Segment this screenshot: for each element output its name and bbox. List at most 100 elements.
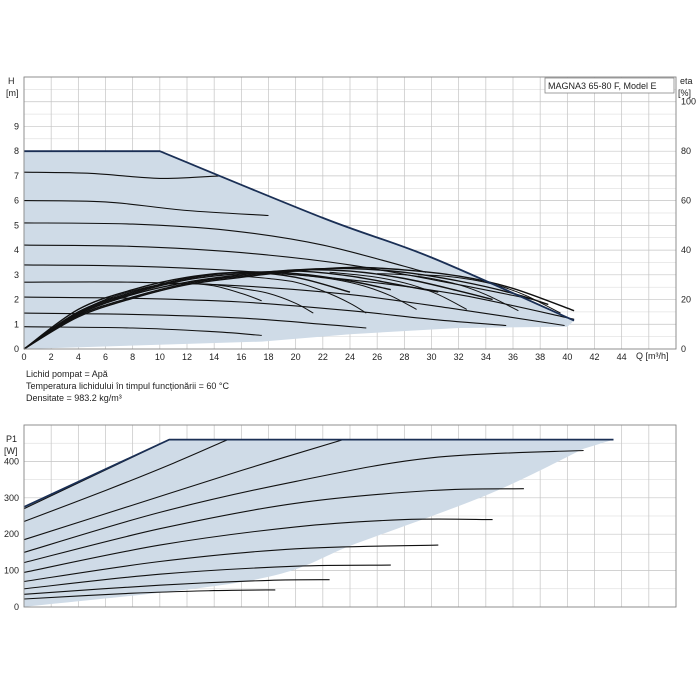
head-x-tick-label: 16 — [236, 352, 246, 362]
head-speed-curve — [23, 312, 367, 329]
head-x-tick-label: 44 — [617, 352, 627, 362]
model-legend: MAGNA3 65-80 F, Model E — [548, 81, 657, 91]
efficiency-curve — [23, 267, 549, 350]
power-speed-curve — [23, 564, 391, 590]
head-speed-curve — [23, 171, 220, 179]
efficiency-curve — [23, 270, 439, 350]
head-y-ticks: 0 1 2 3 4 5 6 7 8 9 — [14, 121, 19, 354]
head-y-tick-label: 4 — [14, 245, 19, 255]
head-x-tick-label: 14 — [209, 352, 219, 362]
head-speed-curve — [23, 200, 269, 217]
head-y-tick-label: 7 — [14, 171, 19, 181]
power-speed-curve — [23, 589, 276, 600]
efficiency-curve — [23, 268, 493, 350]
head-x-tick-label: 26 — [372, 352, 382, 362]
power-max-curve — [23, 438, 614, 508]
power-speed-curve — [23, 439, 344, 541]
head-system-curve — [193, 283, 314, 314]
head-y-tick-label: 1 — [14, 319, 19, 329]
head-chart: 0 2 4 6 8 10 12 14 16 18 20 22 24 26 28 30 32 34 36 38 40 42 4… — [6, 76, 696, 362]
head-plot-frame — [23, 76, 677, 350]
efficiency-curve — [23, 266, 575, 350]
head-y2-tick-label: 100 — [681, 97, 696, 107]
power-curves — [23, 438, 614, 600]
head-y-tick-label: 5 — [14, 220, 19, 230]
head-x-tick-label: 42 — [589, 352, 599, 362]
head-y-tick-label: 9 — [14, 121, 19, 131]
head-y-tick-label: 0 — [14, 344, 19, 354]
power-speed-curve — [23, 579, 330, 595]
head-operating-envelope — [24, 151, 575, 349]
power-chart: 0 100 200 300 400 P1 [W] — [4, 424, 677, 612]
head-y2label: eta — [680, 76, 693, 86]
head-x-tick-label: 2 — [49, 352, 54, 362]
info-temperature: Temperatura lichidului în timpul funcțio… — [26, 381, 229, 391]
power-y-tick-label: 400 — [4, 456, 19, 466]
power-speed-curve — [23, 544, 439, 583]
head-x-tick-label: 38 — [535, 352, 545, 362]
head-y2-ticks: 0 20 40 60 80 100 — [681, 97, 696, 354]
head-ylabel: H — [8, 76, 15, 86]
head-x-tick-label: 0 — [21, 352, 26, 362]
power-speed-curve — [23, 518, 493, 573]
head-x-tick-label: 22 — [318, 352, 328, 362]
head-speed-curve — [23, 222, 427, 273]
efficiency-curve — [23, 271, 391, 350]
head-x-tick-label: 20 — [291, 352, 301, 362]
head-y-tick-label: 6 — [14, 196, 19, 206]
head-speed-curve — [23, 326, 262, 336]
head-x-tick-label: 40 — [562, 352, 572, 362]
head-system-curve — [417, 274, 561, 314]
head-x-tick-label: 32 — [454, 352, 464, 362]
power-ylabel: P1 — [6, 434, 17, 444]
power-y-tick-label: 0 — [14, 602, 19, 612]
head-ylabel-unit: [m] — [6, 88, 19, 98]
power-operating-envelope — [24, 439, 614, 607]
head-x-tick-label: 24 — [345, 352, 355, 362]
head-max-curve — [24, 150, 575, 322]
head-x-tick-label: 4 — [76, 352, 81, 362]
head-x-ticks: 0 2 4 6 8 10 12 14 16 18 20 22 24 26 28 30 32 34 36 38 40 42 4… — [21, 352, 626, 362]
head-system-curve — [377, 273, 519, 312]
info-fluid: Lichid pompat = Apă — [26, 369, 108, 379]
head-x-tick-label: 12 — [182, 352, 192, 362]
head-x-tick-label: 30 — [426, 352, 436, 362]
head-x-tick-label: 18 — [263, 352, 273, 362]
power-y-tick-label: 300 — [4, 493, 19, 503]
head-x-tick-label: 36 — [508, 352, 518, 362]
power-y-ticks: 0 100 200 300 400 — [4, 456, 19, 612]
head-x-tick-label: 6 — [103, 352, 108, 362]
head-y2label-unit: [%] — [678, 88, 691, 98]
power-y-tick-label: 100 — [4, 566, 19, 576]
head-speed-curve — [23, 281, 565, 327]
power-speed-curve — [23, 449, 584, 553]
head-y2-tick-label: 80 — [681, 146, 691, 156]
head-y-tick-label: 3 — [14, 270, 19, 280]
fluid-info: Lichid pompat = Apă Temperatura lichidul… — [26, 369, 229, 403]
info-density: Densitate = 983.2 kg/m³ — [26, 393, 122, 403]
model-legend-box — [544, 77, 675, 94]
power-plot-frame — [23, 424, 677, 608]
power-ylabel-unit: [W] — [4, 446, 18, 456]
head-y2-tick-label: 0 — [681, 344, 686, 354]
head-y2-tick-label: 40 — [681, 245, 691, 255]
head-y2-tick-label: 20 — [681, 295, 691, 305]
head-x-tick-label: 10 — [155, 352, 165, 362]
head-y-tick-label: 2 — [14, 295, 19, 305]
head-system-curve — [80, 282, 262, 312]
power-speed-curve — [23, 488, 524, 564]
head-curves — [23, 150, 575, 350]
head-xlabel: Q [m³/h] — [636, 351, 669, 361]
head-x-tick-label: 28 — [399, 352, 409, 362]
head-system-curve — [329, 271, 468, 310]
head-y-tick-label: 8 — [14, 146, 19, 156]
efficiency-curve — [23, 271, 351, 350]
head-system-curve — [241, 275, 367, 314]
power-y-tick-label: 200 — [4, 529, 19, 539]
head-x-tick-label: 8 — [130, 352, 135, 362]
power-speed-curve — [23, 439, 229, 523]
head-y2-tick-label: 60 — [681, 196, 691, 206]
head-x-tick-label: 34 — [481, 352, 491, 362]
head-system-curve — [282, 273, 417, 310]
